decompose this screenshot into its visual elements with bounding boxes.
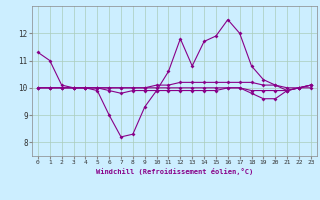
X-axis label: Windchill (Refroidissement éolien,°C): Windchill (Refroidissement éolien,°C) xyxy=(96,168,253,175)
